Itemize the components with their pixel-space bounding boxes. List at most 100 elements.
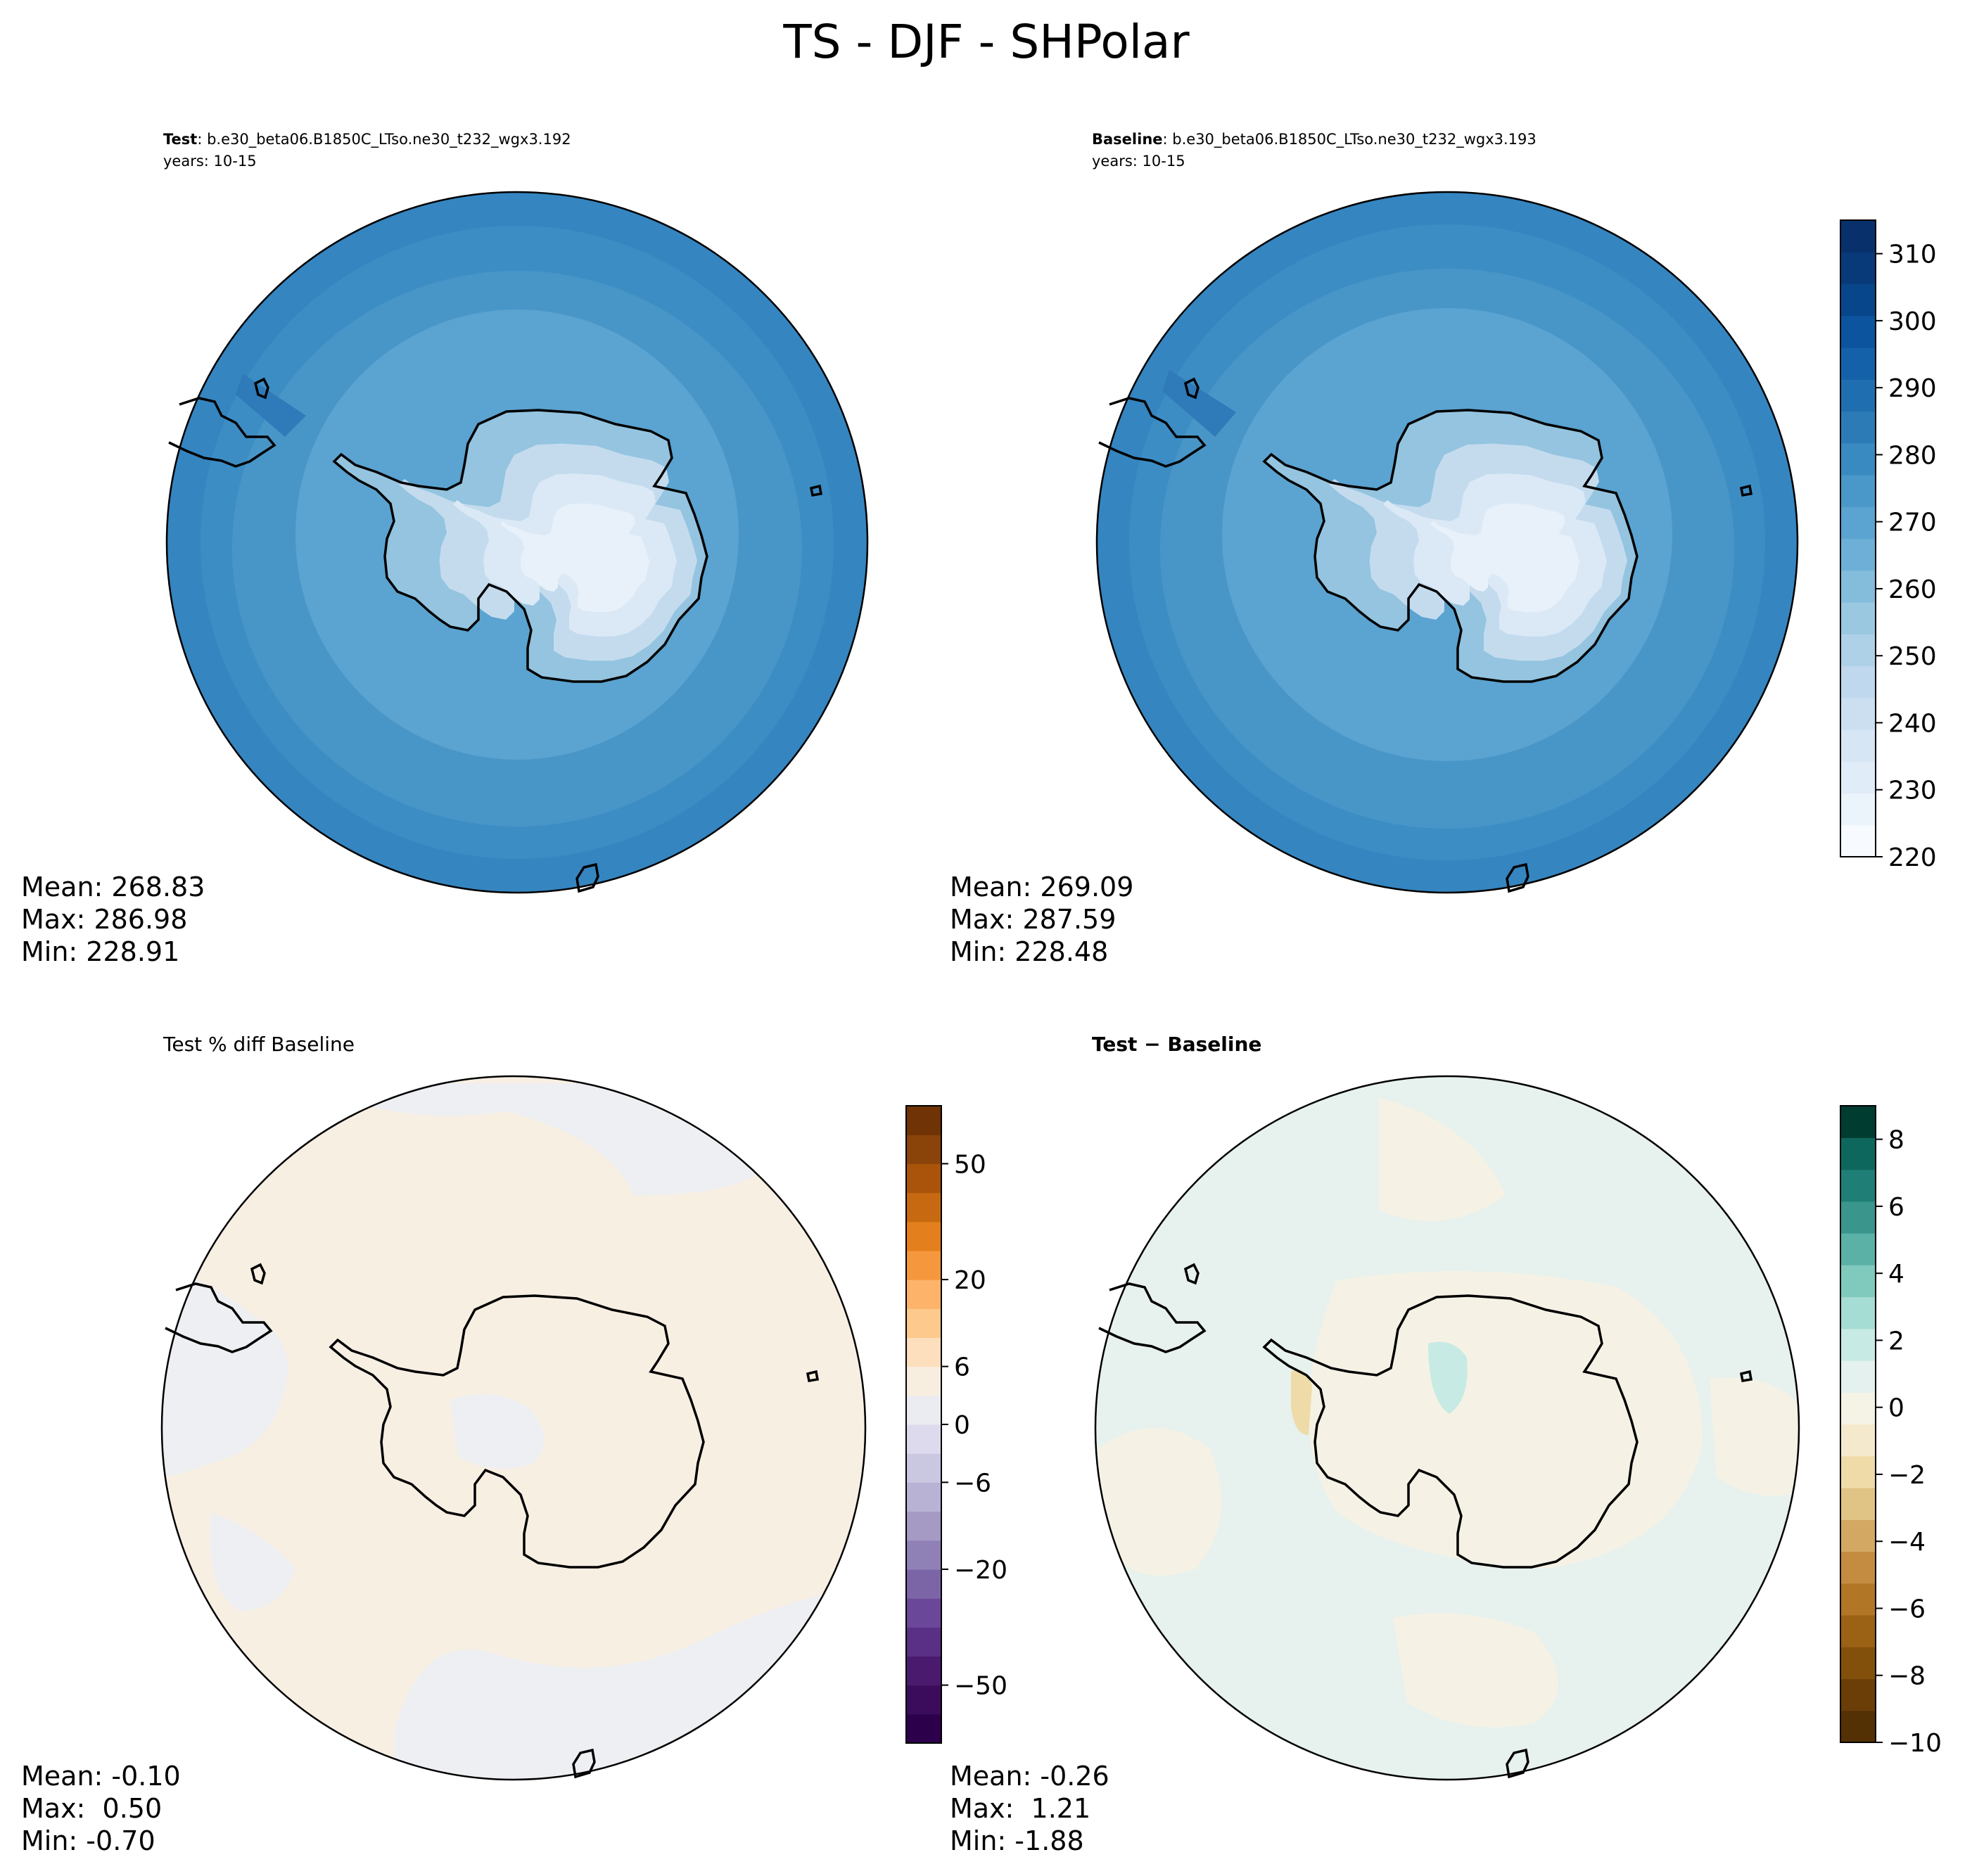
colorbar-pct-diff-segment bbox=[906, 1163, 941, 1194]
panel-test-mean: Mean: 268.83 bbox=[21, 872, 205, 902]
colorbar-temperature-tick-label: 230 bbox=[1888, 777, 1937, 805]
colorbar-pct-diff: −50 −20 −6 0 6 20 50 bbox=[905, 1105, 1007, 1744]
panel-test-boundary bbox=[165, 191, 869, 894]
colorbar-pct-diff-segment bbox=[906, 1221, 941, 1251]
colorbar-pct-diff-segment bbox=[906, 1598, 941, 1628]
region-negative-west bbox=[162, 1266, 288, 1477]
colorbar-temperature-tick-label: 300 bbox=[1888, 307, 1937, 336]
panel-diff: Test − Baseline Mean: -0.26 Max: 1.21 Mi… bbox=[950, 1033, 1942, 1856]
colorbar-temperature: 220 230 240 250 260 270 280 290 300 310 bbox=[1840, 219, 1937, 872]
colorbar-diff-segment bbox=[1840, 1710, 1876, 1743]
region-negative-east bbox=[1710, 1377, 1799, 1496]
colorbar-pct-diff-segment bbox=[906, 1424, 941, 1454]
panel-pct-diff-mean: Mean: -0.10 bbox=[21, 1761, 181, 1792]
colorbar-temperature-tick-label: 270 bbox=[1888, 509, 1937, 537]
panel-diff-map bbox=[1095, 1076, 1799, 1780]
colorbar-diff-frame bbox=[1840, 1105, 1876, 1743]
colorbar-temperature-frame bbox=[1840, 219, 1876, 857]
region-below-neg2 bbox=[1291, 1370, 1312, 1435]
colorbar-temperature-segment bbox=[1840, 283, 1876, 317]
colorbar-temperature-segment bbox=[1840, 506, 1876, 540]
colorbar-pct-diff-segment bbox=[906, 1685, 941, 1715]
colorbar-diff-segment bbox=[1840, 1583, 1876, 1616]
colorbar-pct-diff-segment bbox=[906, 1250, 941, 1280]
colorbar-diff-segment bbox=[1840, 1551, 1876, 1584]
colorbar-pct-diff-segment bbox=[906, 1656, 941, 1686]
panel-test-subtitle-bold: Test bbox=[163, 131, 197, 148]
colorbar-pct-diff-tick-label: −50 bbox=[954, 1672, 1007, 1701]
colorbar-pct-diff-tick-label: 0 bbox=[954, 1411, 970, 1440]
colorbar-pct-diff-segment bbox=[906, 1192, 941, 1223]
colorbar-pct-diff-tick-label: 20 bbox=[954, 1266, 986, 1295]
colorbar-temperature-tick-label: 290 bbox=[1888, 374, 1937, 403]
panel-pct-diff: Test % diff Baseline Mean: -0.10 Max: 0.… bbox=[21, 1033, 1007, 1856]
colorbar-temperature-segment bbox=[1840, 824, 1876, 857]
colorbar-temperature-segment bbox=[1840, 315, 1876, 348]
colorbar-diff-segment bbox=[1840, 1647, 1876, 1680]
colorbar-temperature-tick-label: 260 bbox=[1888, 575, 1937, 604]
panel-test-years: years: 10-15 bbox=[163, 153, 257, 170]
colorbar-temperature-segment bbox=[1840, 793, 1876, 826]
colorbar-pct-diff-segment bbox=[906, 1714, 941, 1744]
colorbar-diff-tick-label: 8 bbox=[1888, 1126, 1904, 1155]
colorbar-temperature-segment bbox=[1840, 697, 1876, 730]
panel-diff-subtitle: Test − Baseline bbox=[1092, 1033, 1261, 1056]
colorbar-diff-segment bbox=[1840, 1201, 1876, 1234]
colorbar-diff-segment bbox=[1840, 1519, 1876, 1552]
panel-test-max: Max: 286.98 bbox=[21, 904, 187, 935]
panel-pct-diff-boundary bbox=[160, 1075, 867, 1781]
colorbar-pct-diff-segment bbox=[906, 1366, 941, 1396]
colorbar-diff-segment bbox=[1840, 1615, 1876, 1647]
colorbar-temperature-segment bbox=[1840, 411, 1876, 444]
panel-baseline-min: Min: 228.48 bbox=[950, 936, 1108, 967]
colorbar-diff-segment bbox=[1840, 1424, 1876, 1457]
colorbar-temperature-tick-label: 280 bbox=[1888, 441, 1937, 470]
panel-baseline-map bbox=[1097, 192, 1798, 893]
region-negative-north bbox=[1379, 1097, 1506, 1221]
colorbar-temperature-segment bbox=[1840, 570, 1876, 603]
panel-diff-max: Max: 1.21 bbox=[950, 1793, 1090, 1824]
region-positive-center bbox=[1428, 1341, 1468, 1414]
panel-test-min: Min: 228.91 bbox=[21, 936, 179, 967]
panel-baseline-subtitle: Baseline: b.e30_beta06.B1850C_LTso.ne30_… bbox=[1092, 131, 1537, 148]
colorbar-pct-diff-segment bbox=[906, 1540, 941, 1570]
figure-title: TS - DJF - SHPolar bbox=[782, 15, 1190, 69]
region-negative-south bbox=[1393, 1613, 1558, 1728]
panel-test-subtitle: Test: b.e30_beta06.B1850C_LTso.ne30_t232… bbox=[163, 131, 571, 148]
region-negative-center bbox=[1309, 1271, 1703, 1569]
colorbar-diff-tick-label: −8 bbox=[1888, 1662, 1926, 1691]
panel-test-subtitle-text: : b.e30_beta06.B1850C_LTso.ne30_t232_wgx… bbox=[197, 131, 571, 148]
colorbar-diff-segment bbox=[1840, 1392, 1876, 1425]
colorbar-pct-diff-segment bbox=[906, 1453, 941, 1483]
colorbar-diff-segment bbox=[1840, 1169, 1876, 1202]
panel-baseline-years: years: 10-15 bbox=[1092, 153, 1185, 170]
region-negative-north bbox=[338, 1083, 865, 1780]
colorbar-diff-segment bbox=[1840, 1137, 1876, 1170]
colorbar-temperature-tick-label: 310 bbox=[1888, 241, 1937, 269]
colorbar-temperature-tick-label: 250 bbox=[1888, 642, 1937, 671]
colorbar-diff-tick-label: −6 bbox=[1888, 1595, 1926, 1623]
colorbar-diff-segment bbox=[1840, 1265, 1876, 1298]
colorbar-diff-tick-label: 2 bbox=[1888, 1327, 1904, 1355]
panel-pct-diff-min: Min: -0.70 bbox=[21, 1825, 155, 1856]
panel-diff-mean: Mean: -0.26 bbox=[950, 1761, 1109, 1792]
colorbar-temperature-segment bbox=[1840, 538, 1876, 571]
colorbar-temperature-segment bbox=[1840, 442, 1876, 476]
region-negative-west bbox=[1098, 1428, 1221, 1576]
region-negative-sw bbox=[210, 1512, 295, 1611]
colorbar-pct-diff-segment bbox=[906, 1569, 941, 1599]
colorbar-pct-diff-segment bbox=[906, 1395, 941, 1425]
panel-baseline-subtitle-bold: Baseline bbox=[1092, 131, 1163, 148]
colorbar-temperature-segment bbox=[1840, 665, 1876, 698]
colorbar-diff-segment bbox=[1840, 1360, 1876, 1393]
panel-diff-boundary bbox=[1094, 1075, 1800, 1781]
colorbar-diff-tick-label: −10 bbox=[1888, 1729, 1942, 1758]
colorbar-pct-diff-tick-label: 50 bbox=[954, 1150, 986, 1179]
colorbar-temperature-tick-label: 240 bbox=[1888, 709, 1937, 738]
panel-baseline-subtitle-text: : b.e30_beta06.B1850C_LTso.ne30_t232_wgx… bbox=[1163, 131, 1537, 148]
colorbar-diff-tick-label: −2 bbox=[1888, 1461, 1926, 1490]
region-negative-center bbox=[450, 1394, 544, 1469]
panel-baseline-mean: Mean: 269.09 bbox=[950, 872, 1133, 902]
colorbar-temperature-segment bbox=[1840, 602, 1876, 634]
